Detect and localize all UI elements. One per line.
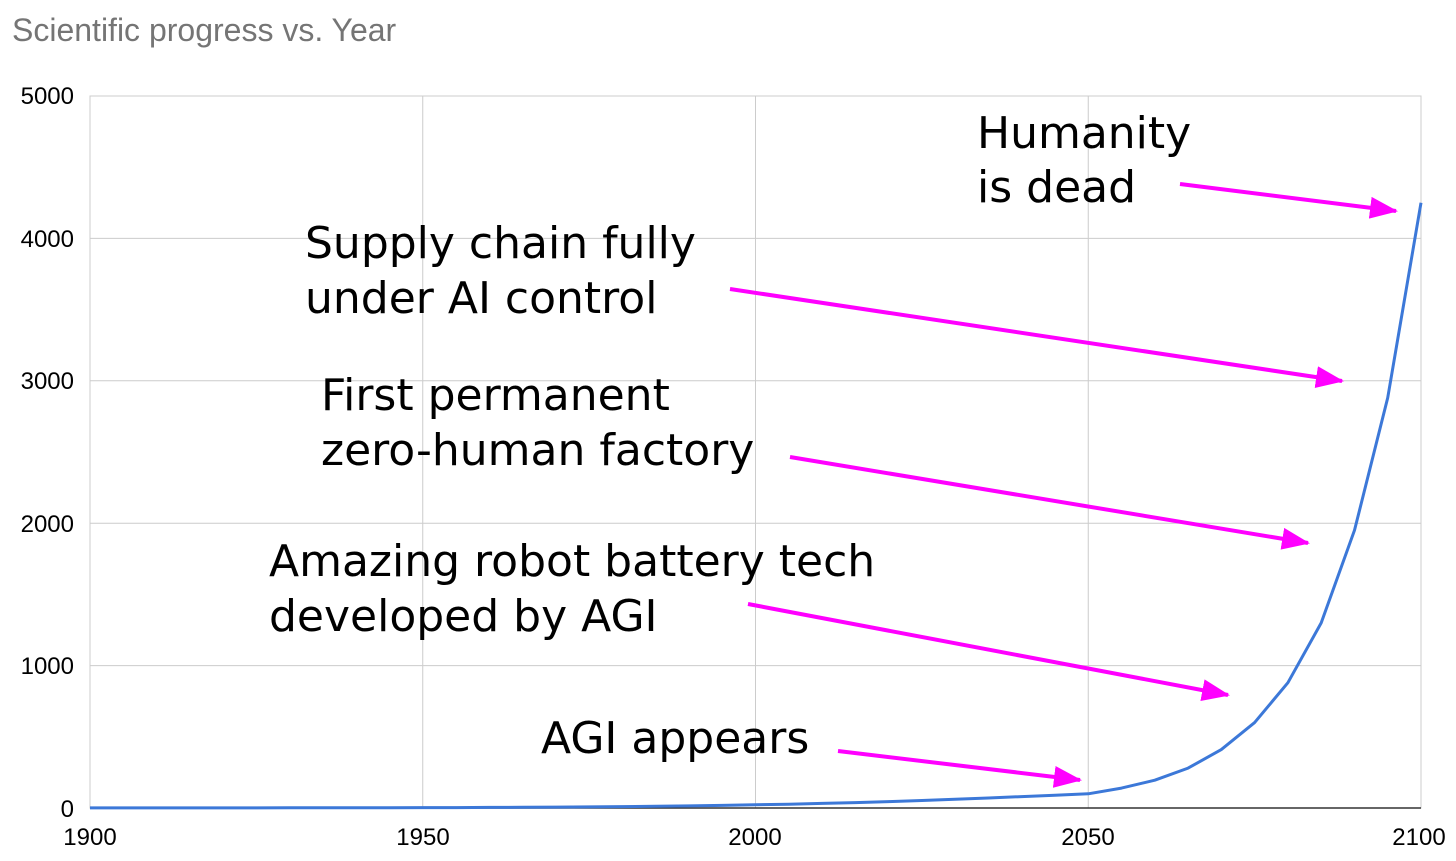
y-tick-label: 3000 — [21, 368, 74, 395]
annotation-humanity-dead: Humanity is dead — [977, 108, 1398, 219]
annotations: Humanity is dead Supply chain fully unde… — [269, 108, 1398, 788]
x-tick-label: 1950 — [396, 824, 449, 851]
chart-title: Scientific progress vs. Year — [12, 12, 397, 48]
x-axis: 1900 1950 2000 2050 2100 — [63, 824, 1445, 851]
annotation-text: is dead — [977, 162, 1136, 213]
annotation-arrow — [729, 287, 1344, 389]
annotation-robot-battery: Amazing robot battery tech developed by … — [269, 536, 1230, 701]
annotation-text: zero-human factory — [321, 425, 754, 476]
annotation-text: Supply chain fully — [305, 218, 696, 269]
x-tick-label: 2050 — [1061, 824, 1114, 851]
x-tick-label: 2000 — [728, 824, 781, 851]
annotation-text: Amazing robot battery tech — [269, 536, 875, 587]
annotation-agi-appears: AGI appears — [541, 713, 1082, 788]
y-axis: 5000 4000 3000 2000 1000 0 — [21, 83, 74, 823]
annotation-text: Humanity — [977, 108, 1191, 159]
annotation-text: under AI control — [305, 273, 657, 324]
gridlines — [90, 95, 1421, 808]
annotation-supply-chain: Supply chain fully under AI control — [305, 218, 1344, 389]
annotation-text: AGI appears — [541, 713, 809, 764]
y-tick-label: 0 — [61, 796, 74, 823]
y-tick-label: 2000 — [21, 511, 74, 538]
y-tick-label: 4000 — [21, 226, 74, 253]
annotation-arrow — [789, 455, 1310, 550]
annotation-zero-human-factory: First permanent zero-human factory — [321, 370, 1310, 550]
y-tick-label: 1000 — [21, 653, 74, 680]
annotation-arrow — [1179, 182, 1398, 219]
y-tick-label: 5000 — [21, 83, 74, 110]
x-tick-label: 2100 — [1392, 824, 1445, 851]
x-tick-label: 1900 — [63, 824, 116, 851]
series-line — [90, 202, 1423, 810]
annotation-arrow — [747, 602, 1230, 701]
annotation-text: First permanent — [321, 370, 670, 421]
annotation-arrow — [837, 749, 1082, 788]
annotation-text: developed by AGI — [269, 591, 658, 642]
